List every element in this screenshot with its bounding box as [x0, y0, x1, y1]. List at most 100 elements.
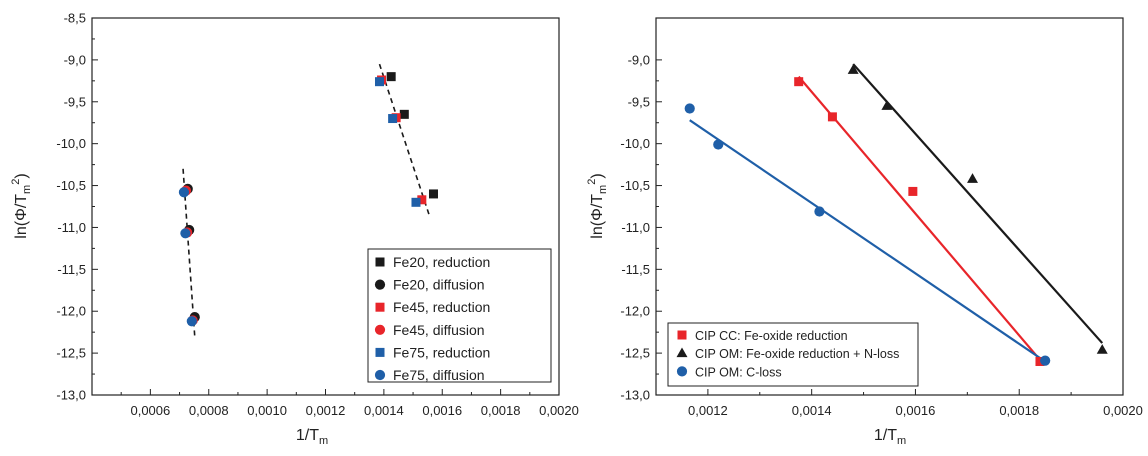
y-tick-label: -9,0: [628, 52, 650, 67]
left-legend-box: [367, 248, 552, 383]
fit-line: [378, 63, 430, 216]
data-point: [374, 77, 384, 87]
data-point: [827, 112, 837, 122]
right-x-axis: 0,0012 0,0014 0,0016 0,0018 0,0020: [688, 389, 1143, 418]
left-y-axis-label-main: ln(Φ/T: [13, 194, 30, 239]
left-y-axis: -13,0 -12,5 -12,0 -11,5 -11,0 -10,5 -10,0 -9,5 -…: [56, 11, 98, 403]
legend-label: Fe45, diffusion: [393, 322, 485, 338]
right-chart: -13,0 -12,5 -12,0 -11,5 -11,0 -10,5 -10,0 -9,5 -…: [586, 17, 1143, 447]
left-y-axis-label-end: ): [13, 173, 30, 178]
right-legend: CIP CC: Fe-oxide reduction CIP OM: Fe-oxi…: [667, 322, 919, 387]
left-x-axis-label: 1/Tm: [296, 427, 328, 447]
right-x-axis-label-main: 1/T: [874, 427, 897, 444]
right-y-axis-label-sub: m: [597, 185, 609, 194]
x-tick-label: 0,0008: [189, 403, 229, 418]
data-point: [411, 197, 421, 207]
y-tick-label: -10,5: [620, 178, 650, 193]
y-tick-label: -10,0: [620, 136, 650, 151]
x-tick-label: 0,0014: [364, 403, 404, 418]
right-legend-items: CIP CC: Fe-oxide reduction CIP OM: Fe-oxi…: [676, 329, 899, 379]
legend-marker: [676, 366, 688, 377]
right-y-axis-label: ln(Φ/Tm2): [586, 173, 609, 238]
legend-label: CIP OM: C-loss: [695, 365, 782, 379]
data-point: [417, 195, 427, 205]
y-tick-label: -10,5: [56, 178, 86, 193]
legend-marker: [375, 257, 385, 267]
data-point: [814, 206, 825, 217]
y-tick-label: -9,5: [64, 94, 86, 109]
y-tick-label: -12,0: [56, 304, 86, 319]
data-point: [178, 187, 190, 198]
data-point: [428, 189, 438, 199]
left-y-axis-label: ln(Φ/Tm2): [10, 173, 33, 238]
data-point: [794, 77, 804, 87]
data-point: [1035, 356, 1045, 366]
y-tick-label: -11,5: [57, 262, 86, 277]
y-tick-label: -10,0: [56, 136, 86, 151]
legend-marker: [374, 279, 386, 290]
x-tick-label: 0,0020: [1103, 403, 1143, 418]
y-tick-label: -13,0: [620, 388, 650, 403]
right-data-points: [684, 64, 1108, 366]
x-tick-label: 0,0012: [306, 403, 346, 418]
left-legend-items: Fe20, reduction Fe20, diffusion Fe45, redu…: [374, 254, 490, 383]
legend-marker: [374, 324, 386, 335]
right-y-axis: -13,0 -12,5 -12,0 -11,5 -11,0 -10,5 -10,0 -9,5 -…: [620, 52, 662, 403]
right-x-axis-label-sub: m: [897, 435, 906, 447]
left-data-points: [178, 72, 438, 327]
data-point: [386, 72, 396, 82]
y-tick-label: -8,5: [64, 11, 86, 26]
x-tick-label: 0,0006: [130, 403, 170, 418]
y-tick-label: -9,5: [628, 94, 650, 109]
x-tick-label: 0,0018: [481, 403, 521, 418]
x-tick-label: 0,0016: [422, 403, 462, 418]
legend-label: Fe20, reduction: [393, 254, 490, 270]
left-legend: Fe20, reduction Fe20, diffusion Fe45, redu…: [367, 248, 552, 383]
x-tick-label: 0,0010: [247, 403, 287, 418]
right-x-axis-label: 1/Tm: [874, 427, 906, 447]
data-point: [1096, 344, 1108, 354]
legend-label: CIP OM: Fe-oxide reduction + N-loss: [695, 347, 899, 361]
left-y-axis-label-sub: m: [21, 185, 33, 194]
legend-marker: [375, 347, 385, 357]
left-x-axis: 0,0006 0,0008 0,0010 0,0012 0,0014 0,0016 0,00…: [120, 389, 579, 418]
x-tick-label: 0,0012: [688, 403, 728, 418]
data-point: [1040, 355, 1051, 366]
data-point: [908, 186, 918, 196]
fit-line: [797, 75, 1041, 361]
left-x-axis-label-sub: m: [319, 435, 328, 447]
legend-label: Fe45, reduction: [393, 299, 490, 315]
data-point: [186, 316, 197, 327]
legend-marker: [677, 330, 687, 340]
y-tick-label: -11,0: [621, 220, 650, 235]
right-y-axis-label-end: ): [589, 173, 606, 178]
legend-marker: [676, 347, 688, 358]
data-point: [847, 64, 859, 74]
y-tick-label: -13,0: [56, 388, 86, 403]
right-fit-lines: [689, 63, 1104, 363]
y-tick-label: -12,0: [620, 304, 650, 319]
right-legend-box: [667, 322, 919, 387]
x-tick-label: 0,0014: [792, 403, 832, 418]
right-y-axis-label-main: ln(Φ/T: [589, 194, 606, 239]
right-y-axis-label-sup: 2: [586, 179, 598, 185]
fit-line: [852, 63, 1104, 344]
y-tick-label: -12,5: [620, 346, 650, 361]
fit-line: [689, 119, 1046, 363]
y-tick-label: -12,5: [56, 346, 86, 361]
x-tick-label: 0,0018: [999, 403, 1039, 418]
y-tick-label: -11,5: [621, 262, 650, 277]
legend-label: Fe75, reduction: [393, 344, 490, 360]
y-tick-label: -11,0: [57, 220, 86, 235]
data-point: [388, 114, 398, 124]
data-point: [713, 139, 724, 150]
legend-label: Fe75, diffusion: [393, 367, 485, 383]
left-y-axis-label-sup: 2: [10, 179, 22, 185]
legend-marker: [375, 302, 385, 312]
data-point: [881, 100, 893, 110]
data-point: [399, 109, 409, 119]
data-point: [967, 173, 979, 183]
x-tick-label: 0,0016: [896, 403, 936, 418]
legend-marker: [374, 369, 386, 381]
